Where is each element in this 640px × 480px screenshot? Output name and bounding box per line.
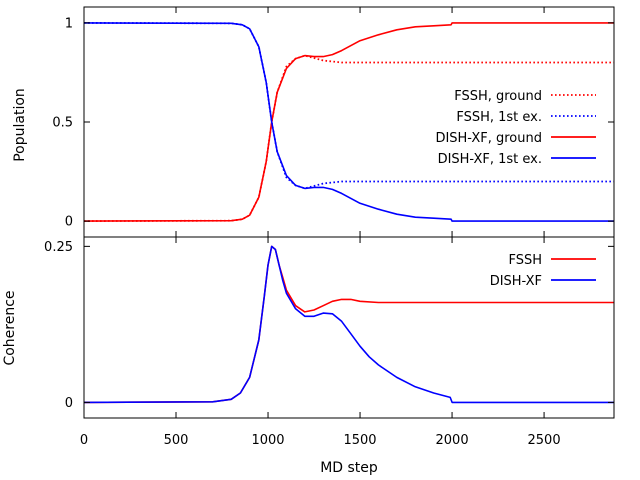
y-tick-label-1: 1 [65, 16, 73, 31]
y-tick-label-0-5: 0.5 [52, 116, 73, 131]
x-axis-label: MD step [320, 460, 378, 476]
x-tick-label-0: 0 [80, 433, 88, 448]
coherence-plot-area [83, 245, 614, 404]
legend-label-fssh-ground: FSSH, ground [454, 89, 542, 104]
legend-label-fssh: FSSH [508, 253, 542, 268]
coherence-ticks: 0 500 1000 1500 2000 2500 0 0.25 [44, 237, 614, 448]
legend-label-dish-xf-1st-ex: DISH-XF, 1st ex. [438, 152, 542, 167]
series-line-dish-xf [83, 245, 614, 404]
coherence-y-axis-label: Coherence [2, 290, 18, 365]
y-tick-label-0: 0 [65, 215, 73, 230]
x-tick-label-1500: 1500 [343, 433, 376, 448]
x-tick-label-2500: 2500 [528, 433, 561, 448]
population-ticks: 00.51 [52, 7, 614, 237]
y-tick-label-0: 0 [65, 396, 73, 411]
population-legend: FSSH, ground FSSH, 1st ex. DISH-XF, ground… [435, 89, 596, 167]
x-tick-label-2000: 2000 [436, 433, 469, 448]
legend-label-fssh-1st-ex: FSSH, 1st ex. [456, 110, 542, 125]
series-line-fssh-ground [83, 54, 614, 223]
series-line-fssh [83, 245, 614, 404]
legend-label-dish-xf-ground: DISH-XF, ground [435, 131, 542, 146]
series-line-dish-xf-1st-ex [83, 22, 614, 222]
legend-label-dish-xf: DISH-XF [490, 274, 542, 289]
coherence-legend: FSSH DISH-XF [490, 253, 596, 289]
series-line-fssh-1st-ex [83, 22, 614, 190]
population-y-axis-label: Population [12, 88, 28, 162]
series-line-dish-xf-ground [83, 22, 614, 222]
y-tick-label-0-25: 0.25 [44, 240, 73, 255]
x-tick-label-500: 500 [164, 433, 189, 448]
coherence-panel: 0 500 1000 1500 2000 2500 0 0.25 Coherence MD s… [2, 236, 615, 476]
population-plot-area [83, 22, 614, 223]
coherence-frame [83, 236, 615, 419]
x-tick-label-1000: 1000 [251, 433, 284, 448]
